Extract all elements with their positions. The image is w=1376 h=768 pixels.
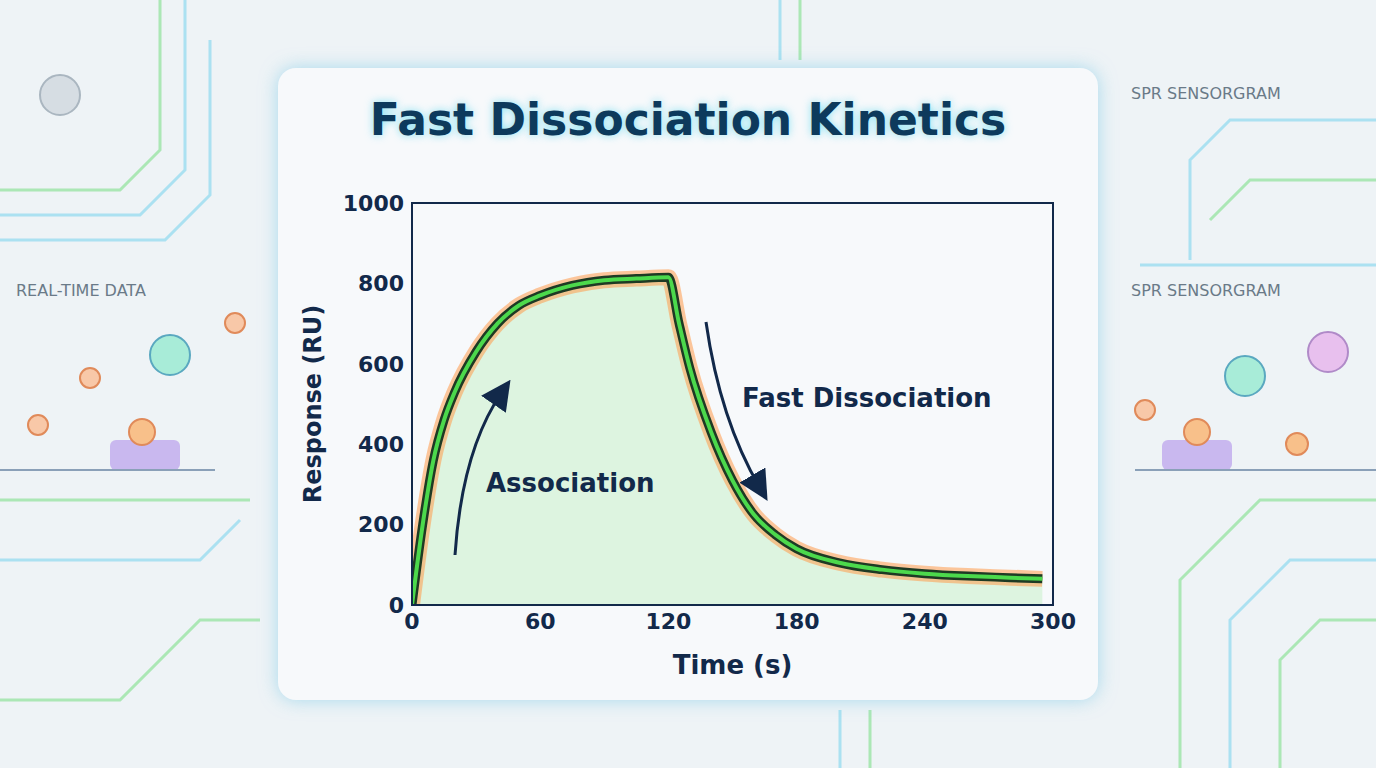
svg-text:0: 0 <box>404 609 419 634</box>
svg-text:800: 800 <box>358 271 404 296</box>
html-text:SPR SENSORGRAM: SPR SENSORGRAM <box>1131 84 1281 103</box>
html-text:REAL-TIME DATA: REAL-TIME DATA <box>16 281 146 300</box>
svg-text:60: 60 <box>525 609 556 634</box>
svg-text:200: 200 <box>358 512 404 537</box>
svg-text:400: 400 <box>358 432 404 457</box>
svg-text:0: 0 <box>389 593 404 618</box>
html-text:Fast Dissociation Kinetics: Fast Dissociation Kinetics <box>369 94 1007 145</box>
svg-text:600: 600 <box>358 352 404 377</box>
svg-text:Time (s): Time (s) <box>673 650 793 680</box>
svg-text:240: 240 <box>902 609 948 634</box>
html-text:SPR SENSORGRAM: SPR SENSORGRAM <box>1131 281 1281 300</box>
html-text:Fast Dissociation: Fast Dissociation <box>742 383 992 413</box>
html-text:Association: Association <box>486 468 655 498</box>
svg-text:180: 180 <box>774 609 820 634</box>
svg-text:Response (RU): Response (RU) <box>299 305 327 504</box>
svg-text:1000: 1000 <box>343 191 404 216</box>
svg-text:300: 300 <box>1030 609 1076 634</box>
svg-text:120: 120 <box>645 609 691 634</box>
